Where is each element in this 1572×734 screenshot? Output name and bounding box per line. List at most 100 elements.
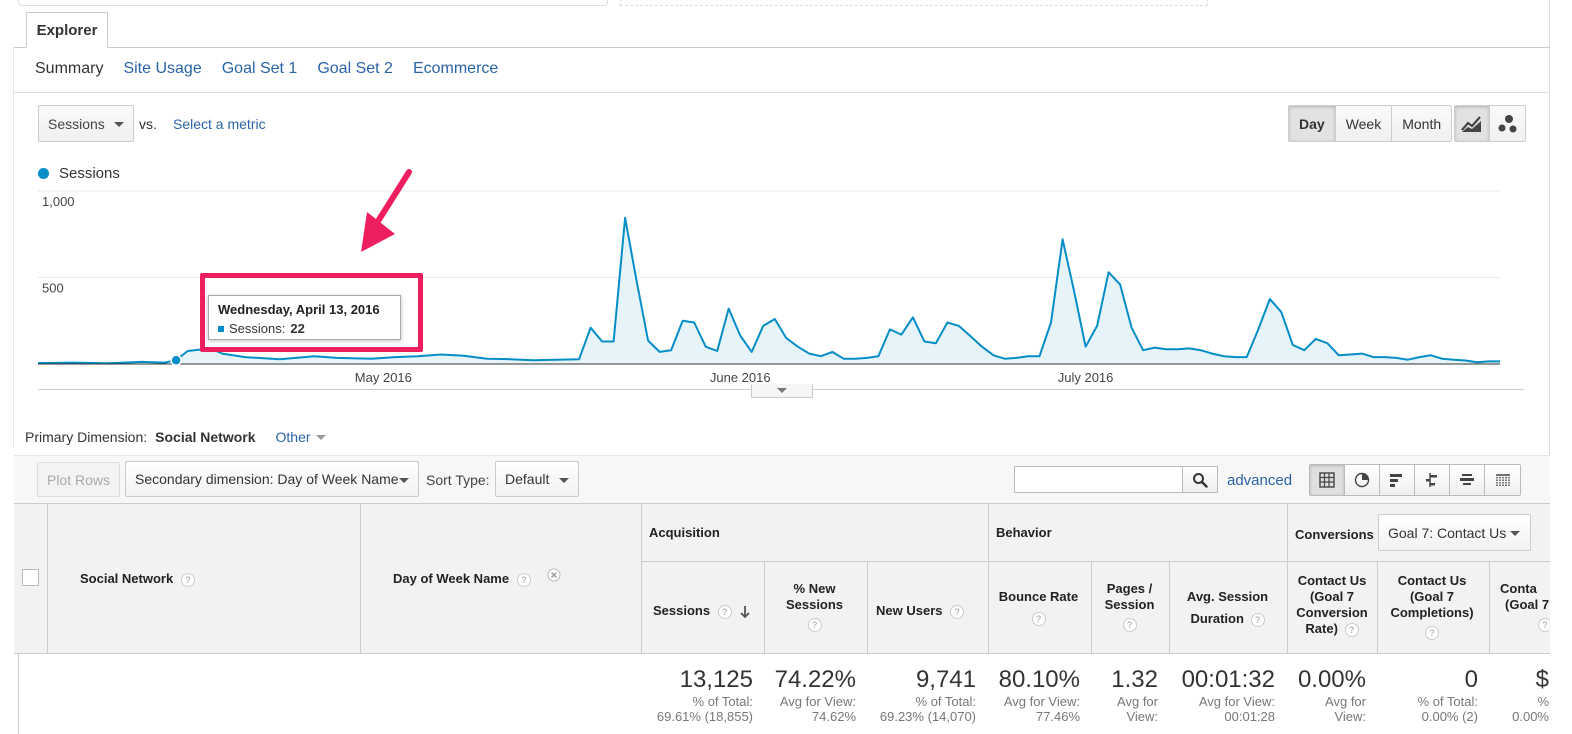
col-divider (641, 503, 642, 734)
legend-dot (38, 168, 49, 179)
chart-type-toggle (1454, 105, 1526, 142)
group-divider (641, 561, 1550, 562)
other-dimension-dropdown[interactable]: Other (276, 429, 326, 445)
sort-type-dropdown[interactable]: Default (495, 461, 579, 497)
help-icon[interactable]: ? (516, 572, 531, 587)
total-sub: Avg for View: (1003, 694, 1080, 709)
col-divider (1169, 561, 1170, 734)
subtab-summary[interactable]: Summary (35, 60, 104, 77)
line-chart-button[interactable] (1455, 106, 1490, 141)
secondary-dimension-value: Secondary dimension: Day of Week Name (135, 471, 399, 487)
chevron-down-icon (1510, 531, 1520, 536)
help-icon[interactable]: ? (807, 617, 822, 632)
help-icon[interactable]: ? (180, 572, 195, 587)
table-view-button[interactable] (1310, 465, 1345, 495)
comparison-view-button[interactable] (1415, 465, 1450, 495)
help-icon[interactable]: ? (1250, 612, 1265, 627)
term-cloud-button[interactable] (1450, 465, 1485, 495)
select-all-checkbox[interactable] (22, 569, 39, 586)
col-header-avg-session-duration[interactable]: Avg. Session Duration ? (1170, 589, 1285, 627)
col-header-sessions[interactable]: Sessions ? (653, 603, 751, 619)
subtab-goal-set-1[interactable]: Goal Set 1 (221, 60, 298, 77)
granularity-toggle: Day Week Month (1288, 105, 1453, 142)
pivot-view-icon (1495, 474, 1510, 486)
secondary-dimension-dropdown[interactable]: Secondary dimension: Day of Week Name (125, 461, 419, 497)
month-button[interactable]: Month (1392, 106, 1452, 141)
remove-secondary-dimension-icon[interactable] (547, 568, 561, 582)
total-sub: 74.62% (811, 709, 856, 724)
pivot-view-button[interactable] (1485, 465, 1520, 495)
metric-selector[interactable]: Sessions (38, 105, 134, 142)
col-header-label: Social Network (80, 571, 174, 586)
series-line (37, 216, 1500, 365)
total-pages-per-session: 1.32 Avg for View: (1093, 666, 1158, 724)
total-sub: Avg for View: (779, 694, 856, 709)
group-header-acquisition: Acquisition (649, 525, 720, 540)
primary-dimension-value[interactable]: Social Network (155, 429, 256, 445)
col-header-line: Bounce Rate (998, 589, 1079, 604)
total-goal7-completions: 0 % of Total: 0.00% (2) (1379, 666, 1478, 724)
x-tick-label: June 2016 (710, 370, 771, 385)
motion-chart-button[interactable] (1490, 106, 1525, 141)
col-header-goal7-conversion-rate[interactable]: Contact Us (Goal 7 Conversion Rate) ? (1288, 573, 1376, 637)
select-metric-link[interactable]: Select a metric (173, 116, 266, 132)
col-divider (764, 561, 765, 734)
help-icon[interactable]: ? (1031, 611, 1046, 626)
col-header-line: Conversion (1296, 605, 1368, 620)
col-header-goal7-completions[interactable]: Contact Us (Goal 7 Completions) ? (1378, 573, 1486, 640)
bar-view-button[interactable] (1380, 465, 1415, 495)
col-header-line: Avg. Session (1186, 589, 1269, 604)
chart-collapse-handle[interactable] (751, 384, 813, 398)
chart-legend: Sessions (38, 165, 120, 182)
subtab-site-usage[interactable]: Site Usage (123, 60, 202, 77)
col-header-goal7-value[interactable]: Conta (Goal 7 ? (1500, 581, 1549, 632)
search-button[interactable] (1182, 466, 1218, 493)
total-sessions: 13,125 % of Total: 69.61% (18,855) (645, 666, 753, 724)
tab-explorer[interactable]: Explorer (26, 12, 108, 48)
goal-selector-dropdown[interactable]: Goal 7: Contact Us (1378, 514, 1531, 551)
total-value: 1.32 (1111, 666, 1158, 693)
total-sub: 69.23% (14,070) (879, 709, 976, 724)
help-icon[interactable]: ? (717, 604, 732, 619)
total-value: 74.22% (774, 666, 856, 693)
other-dimension-label: Other (275, 429, 311, 445)
total-sub: 00:01:28 (1224, 709, 1275, 724)
total-value: 00:01:32 (1181, 666, 1275, 693)
col-header-pages-per-session[interactable]: Pages / Session ? (1092, 581, 1167, 632)
chevron-down-icon (559, 478, 569, 483)
subtab-goal-set-2[interactable]: Goal Set 2 (317, 60, 393, 77)
total-sub: % of Total: (1417, 694, 1478, 709)
subtab-ecommerce[interactable]: Ecommerce (412, 60, 499, 77)
col-header-line: Conta (1500, 581, 1537, 596)
day-button[interactable]: Day (1289, 106, 1336, 141)
chevron-down-icon (114, 122, 124, 127)
col-header-new-users[interactable]: New Users ? (876, 603, 965, 619)
y-tick-label: 1,000 (42, 194, 75, 209)
advanced-filter-link[interactable]: advanced (1227, 472, 1293, 489)
col-header-bounce-rate[interactable]: Bounce Rate ? (989, 589, 1088, 626)
pie-view-button[interactable] (1345, 465, 1380, 495)
table-search-input[interactable] (1014, 466, 1183, 493)
tooltip-value: 22 (290, 321, 305, 336)
sort-descending-icon[interactable] (739, 605, 751, 619)
total-value: 0 (1464, 666, 1478, 693)
help-icon[interactable]: ? (1425, 625, 1439, 640)
col-header-line: % New (793, 581, 836, 596)
col-header-label: Day of Week Name (393, 571, 510, 586)
col-header-day-of-week[interactable]: Day of Week Name ? (393, 571, 531, 587)
total-sub: 0.00% (1512, 709, 1549, 724)
help-icon[interactable]: ? (950, 604, 965, 619)
help-icon[interactable]: ? (1122, 617, 1137, 632)
annotation-arrow-icon (361, 169, 412, 252)
table-view-icon (1319, 472, 1335, 488)
tooltip-date: Wednesday, April 13, 2016 (218, 302, 380, 317)
col-divider (1489, 561, 1490, 734)
week-button[interactable]: Week (1335, 106, 1393, 141)
col-header-label: Sessions (653, 603, 711, 618)
col-header-social-network[interactable]: Social Network ? (80, 571, 195, 587)
help-icon[interactable]: ? (1538, 617, 1549, 632)
plot-rows-button[interactable]: Plot Rows (37, 462, 120, 497)
col-header-new-sessions[interactable]: % New Sessions ? (765, 581, 864, 632)
total-value: 0.00% (1297, 666, 1366, 693)
help-icon[interactable]: ? (1344, 622, 1359, 637)
